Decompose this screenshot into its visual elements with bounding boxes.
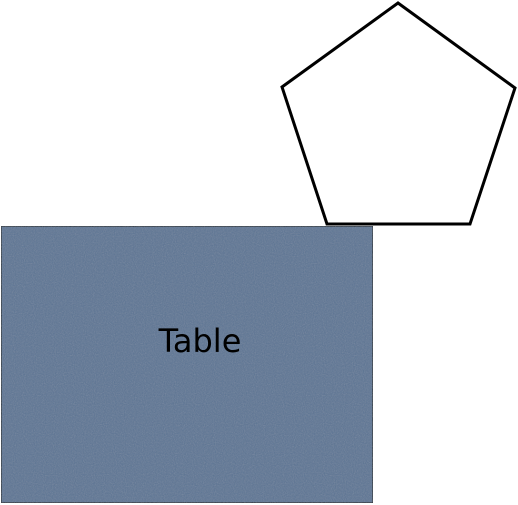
table-rectangle[interactable] — [0, 225, 374, 504]
table-shape[interactable]: Table — [0, 225, 374, 504]
pentagon-shape[interactable] — [280, 1, 517, 226]
table-label: Table — [158, 322, 242, 360]
